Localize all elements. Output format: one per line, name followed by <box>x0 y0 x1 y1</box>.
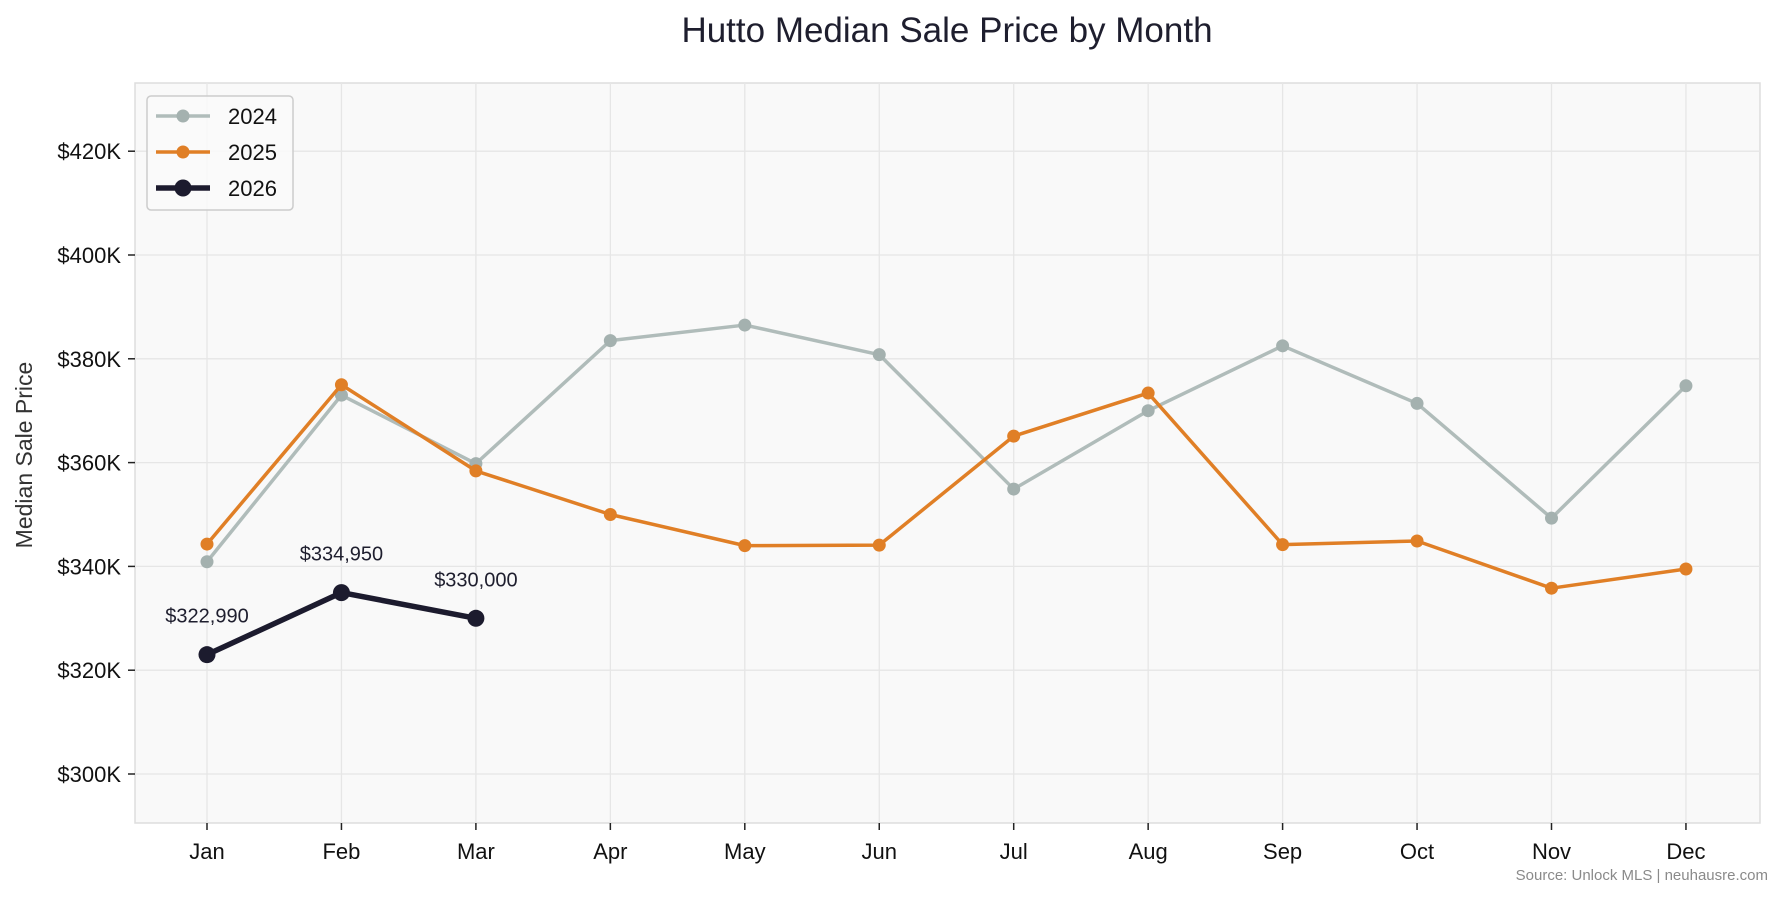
data-point <box>872 348 886 362</box>
series-line <box>205 383 1688 590</box>
data-point <box>1679 562 1693 576</box>
data-labels: $322,990 $334,950 $330,000 <box>165 544 517 628</box>
series-2025 <box>200 378 1693 595</box>
data-point <box>1545 581 1558 595</box>
data-label: $322,990 <box>165 606 248 628</box>
x-tick-label: Oct <box>1400 839 1434 864</box>
data-point <box>469 464 483 478</box>
data-point <box>603 508 617 521</box>
x-tick-label: Feb <box>322 839 360 864</box>
data-point <box>198 646 216 664</box>
data-point <box>1545 511 1558 525</box>
data-point <box>334 388 348 402</box>
y-tick-label: $320K <box>57 658 121 683</box>
grid-lines <box>135 83 1760 823</box>
x-tick-label: Sep <box>1263 839 1302 864</box>
legend-label: 2024 <box>228 104 277 129</box>
data-point <box>1276 538 1290 552</box>
y-tick-label: $300K <box>57 762 121 787</box>
data-point <box>200 537 214 551</box>
source-note: Source: Unlock MLS | neuhausre.com <box>1516 867 1768 884</box>
data-point <box>738 318 752 332</box>
data-label: $334,950 <box>300 544 383 566</box>
x-tick-label: Nov <box>1532 839 1571 864</box>
data-label: $330,000 <box>434 569 517 591</box>
data-point <box>1141 404 1155 418</box>
y-tick-label: $360K <box>57 451 121 476</box>
x-tick-label: Dec <box>1666 839 1705 864</box>
x-axis: Jan Feb Mar Apr May Jun Jul Aug Sep Oct Nov Dec <box>189 823 1706 864</box>
series-layer <box>198 318 1693 664</box>
data-point <box>1007 429 1021 443</box>
y-tick-label: $380K <box>57 347 121 372</box>
data-point <box>1007 482 1021 496</box>
legend-label: 2026 <box>228 176 277 201</box>
legend-marker-icon <box>176 145 190 159</box>
legend-label: 2025 <box>228 140 277 165</box>
data-point <box>1410 396 1424 410</box>
data-point <box>738 539 752 553</box>
data-point <box>1276 339 1290 353</box>
series-2024 <box>200 318 1693 569</box>
y-axis-label: Median Sale Price <box>11 362 37 549</box>
data-point <box>334 378 348 392</box>
data-point <box>1679 379 1693 393</box>
x-tick-label: Jun <box>862 839 897 864</box>
legend-marker-icon <box>176 109 190 123</box>
x-tick-label: Jan <box>189 839 224 864</box>
x-tick-label: Aug <box>1129 839 1168 864</box>
y-tick-label: $400K <box>57 243 121 268</box>
x-tick-label: Apr <box>593 839 627 864</box>
x-tick-label: May <box>724 839 766 864</box>
legend-item-2024: 2024 <box>156 104 277 129</box>
data-point <box>603 334 617 348</box>
x-tick-label: Jul <box>1000 839 1028 864</box>
legend: 2024 2025 2026 <box>146 95 294 211</box>
data-point <box>467 609 485 627</box>
data-point <box>200 555 214 569</box>
data-point <box>332 584 350 602</box>
x-tick-label: Mar <box>457 839 495 864</box>
series-line <box>205 323 1688 564</box>
data-point <box>872 538 886 552</box>
legend-item-2026: 2026 <box>156 176 277 201</box>
data-point <box>1141 386 1155 400</box>
series-2026 <box>198 584 485 664</box>
y-tick-label: $420K <box>57 139 121 164</box>
y-axis: $300K $320K $340K $360K $380K $400K $420K <box>57 139 135 787</box>
data-point <box>1410 534 1424 548</box>
y-tick-label: $340K <box>57 554 121 579</box>
chart-title: Hutto Median Sale Price by Month <box>681 11 1212 50</box>
legend-item-2025: 2025 <box>156 140 277 165</box>
legend-marker-icon <box>174 179 192 197</box>
plot-area <box>134 82 1761 824</box>
